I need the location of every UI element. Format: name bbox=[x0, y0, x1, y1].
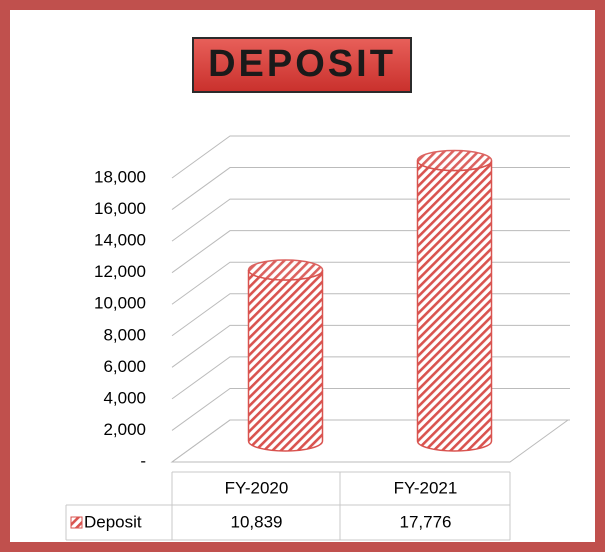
table bbox=[65, 471, 511, 541]
bar bbox=[416, 160, 493, 452]
data-label: 10,839 bbox=[231, 512, 283, 531]
floor bbox=[170, 419, 570, 463]
y-tick-label: - bbox=[140, 451, 146, 470]
y-tick-label: 12,000 bbox=[94, 262, 146, 281]
y-tick-label: 16,000 bbox=[94, 199, 146, 218]
y-tick-label: 2,000 bbox=[103, 420, 146, 439]
bar-top bbox=[247, 259, 324, 281]
y-tick-label: 18,000 bbox=[94, 167, 146, 186]
x-tick-label: FY-2021 bbox=[394, 478, 458, 497]
title-box bbox=[192, 37, 412, 93]
bar-top bbox=[416, 149, 493, 172]
chart-title: DEPOSIT bbox=[208, 43, 396, 85]
legend-swatch bbox=[70, 516, 83, 529]
y-tick-label: 8,000 bbox=[103, 325, 146, 344]
grid-line bbox=[171, 135, 570, 179]
y-tick-label: 6,000 bbox=[103, 357, 146, 376]
y-tick-label: 4,000 bbox=[103, 388, 146, 407]
y-tick-label: 14,000 bbox=[94, 231, 146, 250]
bar bbox=[247, 269, 324, 452]
legend-label: Deposit bbox=[84, 512, 142, 531]
x-tick-label: FY-2020 bbox=[225, 478, 289, 497]
data-label: 17,776 bbox=[400, 512, 452, 531]
y-tick-label: 10,000 bbox=[94, 294, 146, 313]
